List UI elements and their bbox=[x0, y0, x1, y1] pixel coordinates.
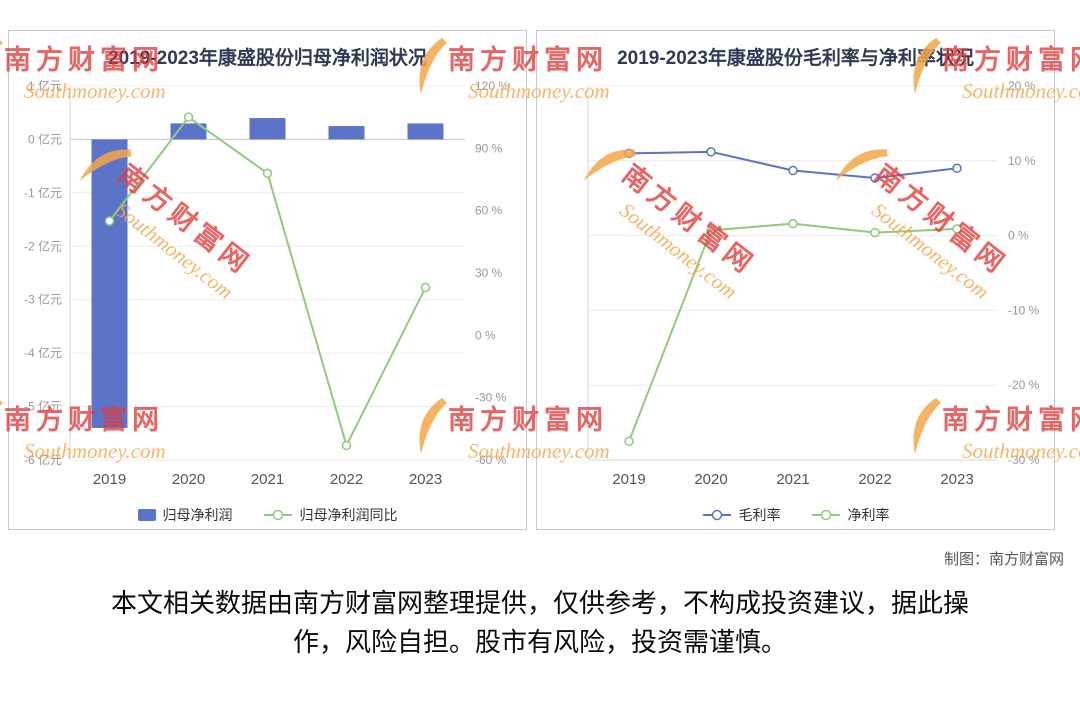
svg-text:2019: 2019 bbox=[612, 471, 645, 488]
watermark-swoosh-icon bbox=[0, 400, 3, 406]
svg-text:-2 亿元: -2 亿元 bbox=[24, 238, 62, 253]
svg-text:60 %: 60 % bbox=[475, 204, 503, 218]
svg-text:2023: 2023 bbox=[940, 471, 973, 488]
svg-text:-5 亿元: -5 亿元 bbox=[24, 399, 62, 414]
legend-label: 净利率 bbox=[847, 507, 890, 523]
svg-text:0 %: 0 % bbox=[1008, 229, 1029, 243]
net-profit-chart-panel: 2019-2023年康盛股份归母净利润状况 1 亿元 0 亿元 -1 亿元 -2 亿元… bbox=[8, 30, 527, 530]
svg-text:0 亿元: 0 亿元 bbox=[28, 131, 62, 146]
legend-item-gross-margin[interactable]: 毛利率 bbox=[702, 505, 781, 525]
svg-text:-4 亿元: -4 亿元 bbox=[24, 345, 62, 360]
svg-text:2020: 2020 bbox=[694, 471, 727, 488]
svg-text:2021: 2021 bbox=[251, 471, 284, 488]
disclaimer-text: 本文相关数据由南方财富网整理提供，仅供参考，不构成投资建议，据此操作，风险自担。… bbox=[110, 588, 969, 657]
legend-item-net-profit[interactable]: 归母净利润 bbox=[137, 505, 233, 525]
svg-text:-6 亿元: -6 亿元 bbox=[24, 452, 62, 467]
svg-text:30 %: 30 % bbox=[475, 266, 503, 280]
net-profit-chart-title: 2019-2023年康盛股份归母净利润状况 bbox=[108, 48, 427, 69]
legend-label: 毛利率 bbox=[738, 507, 781, 523]
line-marker-icon bbox=[263, 509, 292, 521]
svg-text:2019: 2019 bbox=[93, 471, 126, 488]
svg-text:2022: 2022 bbox=[858, 471, 891, 488]
svg-text:-10 %: -10 % bbox=[1008, 303, 1040, 317]
svg-text:2020: 2020 bbox=[172, 471, 205, 488]
svg-text:120 %: 120 % bbox=[475, 79, 509, 93]
svg-text:-3 亿元: -3 亿元 bbox=[24, 292, 62, 307]
svg-text:-20 %: -20 % bbox=[1008, 378, 1040, 392]
svg-text:2023: 2023 bbox=[409, 471, 442, 488]
margin-chart-panel: 2019-2023年康盛股份毛利率与净利率状况 20 % 10 % 0 % -10 %… bbox=[536, 30, 1055, 530]
margin-chart-title: 2019-2023年康盛股份毛利率与净利率状况 bbox=[617, 48, 974, 69]
legend-item-net-margin[interactable]: 净利率 bbox=[811, 505, 890, 525]
svg-text:20 %: 20 % bbox=[1008, 79, 1036, 93]
svg-text:-1 亿元: -1 亿元 bbox=[24, 185, 62, 200]
svg-text:90 %: 90 % bbox=[475, 141, 503, 155]
margin-legend: 毛利率 净利率 bbox=[537, 502, 1054, 528]
watermark-swoosh-icon bbox=[0, 40, 3, 46]
svg-text:2021: 2021 bbox=[776, 471, 809, 488]
line-marker-icon bbox=[702, 509, 731, 521]
bar-swatch-icon bbox=[137, 509, 156, 521]
legend-label: 归母净利润同比 bbox=[299, 507, 398, 523]
svg-text:-60 %: -60 % bbox=[475, 453, 507, 467]
net-profit-chart: 1 亿元 0 亿元 -1 亿元 -2 亿元 -3 亿元 -4 亿元 -5 亿元 -6 亿元 12… bbox=[24, 78, 509, 488]
line-marker-icon bbox=[811, 509, 840, 521]
charts-row: 2019-2023年康盛股份归母净利润状况 1 亿元 0 亿元 -1 亿元 -2 亿元… bbox=[8, 30, 1072, 530]
net-profit-legend: 归母净利润 归母净利润同比 bbox=[9, 502, 526, 528]
svg-text:1 亿元: 1 亿元 bbox=[28, 78, 62, 93]
svg-text:-30 %: -30 % bbox=[475, 391, 507, 405]
legend-label: 归母净利润 bbox=[162, 507, 233, 523]
svg-text:0 %: 0 % bbox=[475, 328, 496, 342]
svg-text:10 %: 10 % bbox=[1008, 154, 1036, 168]
svg-text:2022: 2022 bbox=[330, 471, 363, 488]
margin-chart: 20 % 10 % 0 % -10 % -20 % -30 % 2019 2020 2021 20… bbox=[587, 79, 1040, 488]
chart-credit: 制图：南方财富网 bbox=[943, 551, 1064, 568]
legend-item-net-profit-yoy[interactable]: 归母净利润同比 bbox=[263, 505, 398, 525]
svg-text:-30 %: -30 % bbox=[1008, 453, 1040, 467]
